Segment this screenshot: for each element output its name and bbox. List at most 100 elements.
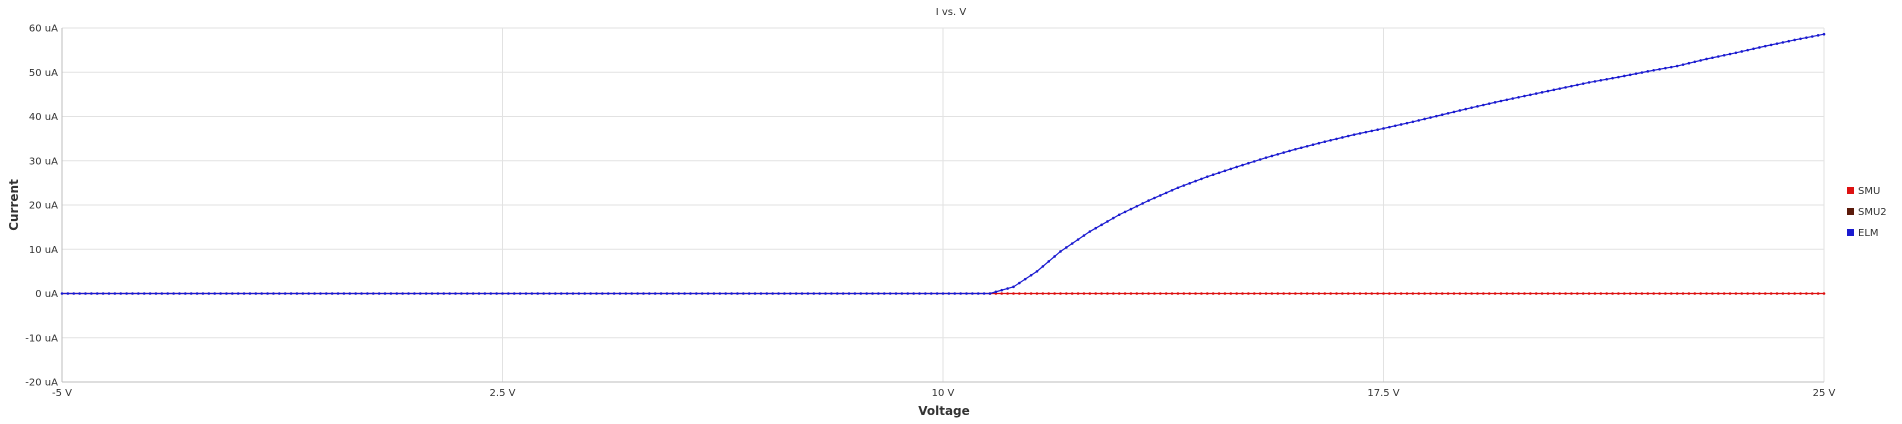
series-point-elm bbox=[283, 292, 287, 295]
series-point-elm bbox=[172, 292, 175, 295]
series-point-elm bbox=[436, 292, 440, 295]
series-point-smu bbox=[1587, 292, 1591, 295]
series-point-smu bbox=[1805, 292, 1808, 295]
series-point-elm bbox=[1787, 39, 1791, 43]
series-point-elm bbox=[1611, 76, 1614, 80]
series-point-smu bbox=[1088, 292, 1092, 295]
series-point-elm bbox=[812, 292, 816, 295]
series-point-smu bbox=[1012, 292, 1015, 295]
series-point-elm bbox=[1675, 64, 1679, 68]
series-point-elm bbox=[60, 292, 64, 295]
series-point-elm bbox=[1511, 97, 1515, 100]
series-point-elm bbox=[1059, 250, 1062, 253]
series-point-elm bbox=[1505, 98, 1509, 102]
series-point-elm bbox=[377, 292, 381, 295]
series-point-elm bbox=[1593, 80, 1597, 83]
series-point-elm bbox=[236, 292, 240, 295]
series-point-elm bbox=[383, 292, 387, 295]
series-point-elm bbox=[101, 292, 105, 295]
series-point-elm bbox=[501, 292, 504, 295]
series-point-elm bbox=[313, 292, 316, 295]
series-point-smu bbox=[1699, 292, 1702, 295]
series-point-elm bbox=[371, 292, 375, 295]
series-point-elm bbox=[389, 292, 393, 295]
series-point-elm bbox=[272, 292, 275, 295]
series-point-elm bbox=[1699, 59, 1702, 62]
series-point-elm bbox=[1517, 96, 1520, 99]
series-point-elm bbox=[818, 292, 821, 295]
series-point-elm bbox=[847, 292, 851, 295]
series-point-elm bbox=[947, 292, 951, 295]
series-point-elm bbox=[512, 292, 516, 295]
series-point-elm bbox=[477, 292, 481, 295]
series-point-elm bbox=[1223, 169, 1227, 173]
series-point-smu bbox=[1669, 292, 1673, 295]
series-point-elm bbox=[319, 292, 322, 295]
series-point-elm bbox=[1018, 281, 1021, 285]
series-point-smu bbox=[1687, 292, 1691, 295]
series-point-elm bbox=[366, 292, 369, 295]
series-point-elm bbox=[1628, 73, 1632, 77]
series-point-smu bbox=[1611, 292, 1614, 295]
series-point-elm bbox=[107, 292, 111, 295]
series-point-elm bbox=[859, 292, 863, 295]
series-point-elm bbox=[1805, 36, 1808, 39]
series-point-elm bbox=[830, 292, 833, 295]
series-point-elm bbox=[242, 292, 246, 295]
series-point-elm bbox=[1012, 285, 1015, 289]
series-point-elm bbox=[1182, 184, 1186, 187]
series-point-elm bbox=[407, 292, 410, 295]
series-point-elm bbox=[1411, 120, 1415, 124]
series-point-elm bbox=[1499, 99, 1503, 103]
series-point-elm bbox=[1200, 177, 1203, 181]
series-point-elm bbox=[536, 292, 540, 295]
series-point-elm bbox=[1247, 161, 1250, 165]
series-point-elm bbox=[1405, 121, 1409, 125]
series-point-elm bbox=[1341, 136, 1344, 139]
series-point-elm bbox=[454, 292, 457, 295]
series-point-elm bbox=[460, 292, 463, 295]
series-point-elm bbox=[653, 292, 657, 295]
series-point-elm bbox=[184, 292, 187, 295]
series-point-elm bbox=[154, 292, 158, 295]
series-point-elm bbox=[1399, 123, 1403, 126]
series-point-elm bbox=[1235, 165, 1238, 169]
series-point-elm bbox=[959, 292, 962, 295]
series-point-elm bbox=[583, 292, 587, 295]
series-point-elm bbox=[430, 292, 434, 295]
series-point-elm bbox=[325, 292, 328, 295]
series-point-smu bbox=[1247, 292, 1250, 295]
series-point-elm bbox=[301, 292, 305, 295]
series-point-elm bbox=[589, 292, 592, 295]
series-point-elm bbox=[1376, 128, 1379, 131]
series-point-elm bbox=[442, 292, 446, 295]
legend-label-elm: ELM bbox=[1858, 228, 1879, 239]
x-axis-title: Voltage bbox=[918, 404, 970, 418]
series-point-smu bbox=[1799, 292, 1802, 295]
series-point-elm bbox=[1123, 210, 1127, 214]
series-point-smu bbox=[1716, 292, 1720, 295]
series-point-elm bbox=[1529, 93, 1532, 97]
series-point-elm bbox=[1329, 139, 1332, 142]
series-point-elm bbox=[360, 292, 363, 295]
series-point-elm bbox=[1482, 103, 1485, 107]
series-point-elm bbox=[465, 292, 469, 295]
series-point-elm bbox=[677, 292, 680, 295]
series-point-elm bbox=[1264, 156, 1268, 159]
series-point-smu bbox=[1623, 292, 1626, 295]
series-point-elm bbox=[706, 292, 710, 295]
series-point-smu bbox=[1112, 292, 1115, 295]
series-point-smu bbox=[1787, 292, 1791, 295]
series-point-elm bbox=[1417, 119, 1421, 122]
series-point-elm bbox=[1470, 106, 1473, 109]
series-point-elm bbox=[342, 292, 346, 295]
series-point-elm bbox=[1106, 220, 1109, 223]
series-point-elm bbox=[1252, 160, 1256, 163]
series-point-elm bbox=[166, 292, 170, 295]
series-point-elm bbox=[1816, 34, 1820, 37]
series-point-elm bbox=[530, 292, 534, 295]
series-point-smu bbox=[1652, 292, 1655, 295]
series-point-smu bbox=[1517, 292, 1520, 295]
series-point-elm bbox=[1728, 52, 1732, 56]
